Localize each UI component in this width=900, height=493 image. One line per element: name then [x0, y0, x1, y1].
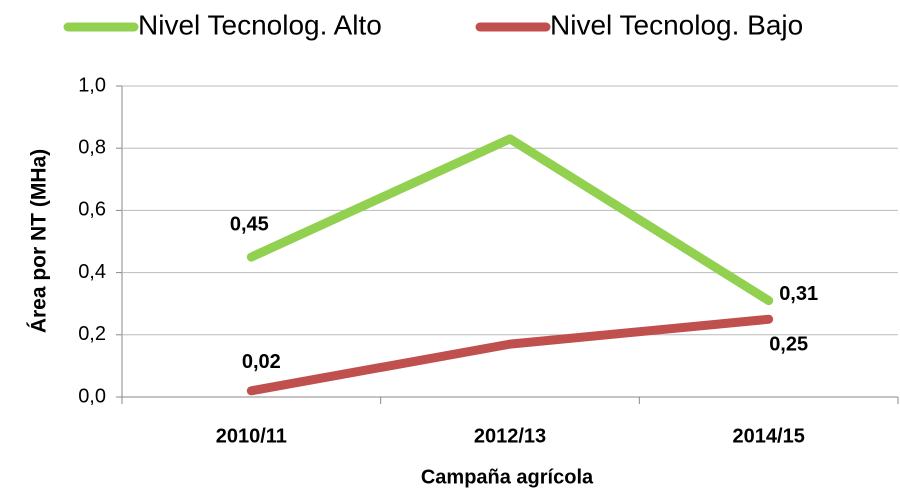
x-tick-label: 2010/11	[216, 425, 287, 447]
y-axis-label: Área por NT (MHa)	[28, 149, 51, 333]
x-tick-label: 2014/15	[733, 425, 805, 447]
data-label: 0,25	[769, 334, 808, 356]
y-tick-label: 0,8	[78, 136, 106, 158]
y-tick-label: 1,0	[78, 74, 106, 96]
legend-label: Nivel Tecnolog. Alto	[138, 9, 382, 40]
y-tick-label: 0,2	[78, 323, 106, 345]
x-axis-label: Campaña agrícola	[421, 466, 594, 488]
y-tick-label: 0,4	[78, 261, 106, 283]
data-label: 0,02	[242, 351, 281, 373]
data-label: 0,31	[779, 283, 818, 305]
y-tick-label: 0,0	[78, 385, 106, 407]
legend-label: Nivel Tecnolog. Bajo	[550, 9, 803, 40]
line-series	[246, 134, 774, 306]
data-label: 0,45	[230, 213, 269, 235]
y-tick-label: 0,6	[78, 199, 106, 221]
line-series	[246, 314, 774, 396]
x-tick-label: 2012/13	[474, 425, 546, 447]
